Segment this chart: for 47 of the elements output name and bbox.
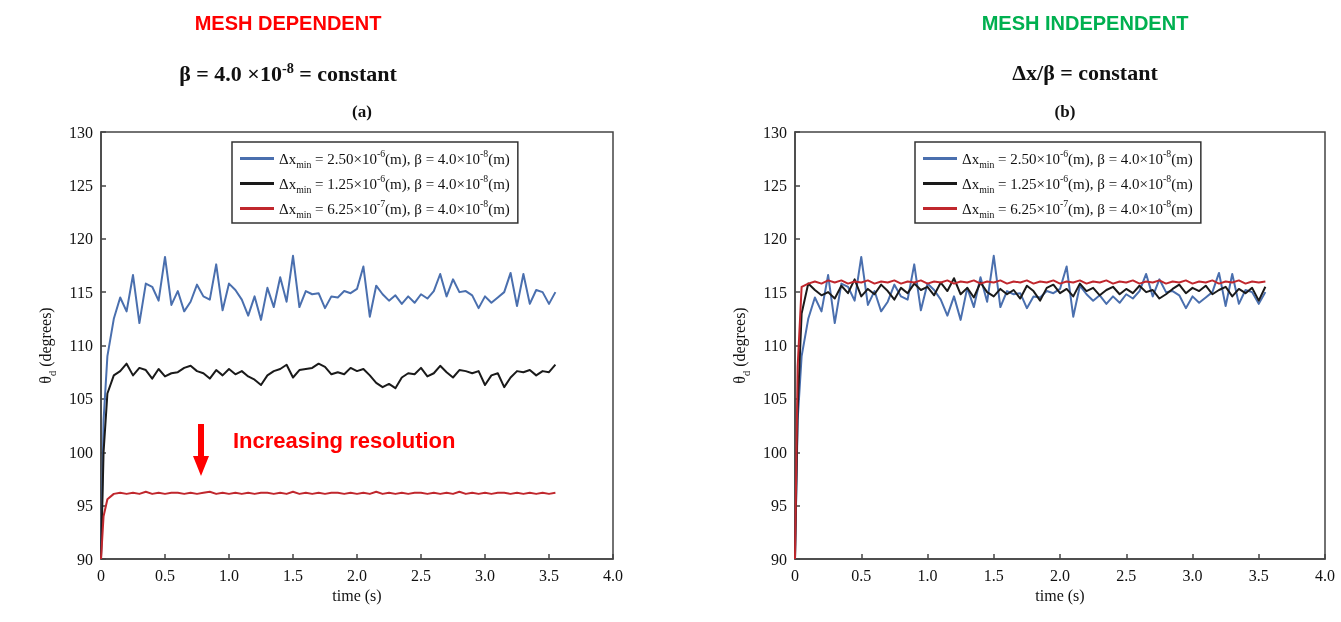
y-axis-title: θd (degrees) xyxy=(37,307,58,384)
y-tick-label: 120 xyxy=(763,230,787,248)
x-tick-label: 4.0 xyxy=(603,566,623,584)
x-tick-label: 1.5 xyxy=(283,566,303,584)
x-tick-label: 1.0 xyxy=(917,566,938,584)
y-tick-label: 95 xyxy=(77,497,93,515)
x-tick-label: 1.5 xyxy=(983,566,1004,584)
x-axis-title: time (s) xyxy=(1035,587,1085,606)
y-tick-label: 125 xyxy=(763,176,787,194)
x-tick-label: 3.5 xyxy=(1248,566,1269,584)
y-tick-label: 105 xyxy=(763,390,787,408)
chart-subtitle: Δx/β = constant xyxy=(1012,59,1159,85)
y-tick-label: 120 xyxy=(69,230,93,248)
y-tick-label: 105 xyxy=(69,390,93,408)
text: (b) xyxy=(1054,102,1076,121)
x-tick-label: 0.5 xyxy=(851,566,872,584)
y-tick-label: 125 xyxy=(69,176,93,194)
y-tick-label: 130 xyxy=(69,123,93,141)
y-axis-title: θd (degrees) xyxy=(731,307,752,384)
annotation: Increasing resolution xyxy=(233,427,456,453)
x-tick-label: 2.5 xyxy=(1116,566,1137,584)
text: (a) xyxy=(352,102,372,121)
x-tick-label: 3.5 xyxy=(539,566,559,584)
x-tick-label: 0 xyxy=(791,566,799,584)
y-tick-label: 90 xyxy=(771,550,787,568)
x-tick-label: 2.5 xyxy=(411,566,431,584)
chart-title: MESH DEPENDENT xyxy=(194,12,382,34)
chart-title: MESH INDEPENDENT xyxy=(981,12,1189,34)
x-tick-label: 2.0 xyxy=(1050,566,1070,584)
x-tick-label: 3.0 xyxy=(475,566,495,584)
y-tick-label: 115 xyxy=(69,283,93,301)
y-tick-label: 100 xyxy=(763,443,787,461)
y-tick-label: 110 xyxy=(763,337,787,354)
y-tick-label: 130 xyxy=(763,123,787,141)
y-tick-label: 90 xyxy=(77,550,93,568)
line-series xyxy=(100,490,557,560)
y-tick-label: 100 xyxy=(69,443,93,461)
x-tick-label: 1.0 xyxy=(219,566,239,584)
x-tick-label: 2.0 xyxy=(347,566,367,584)
x-tick-label: 0.5 xyxy=(155,566,175,584)
y-tick-label: 115 xyxy=(763,283,787,301)
y-tick-label: 95 xyxy=(771,497,787,515)
x-tick-label: 3.0 xyxy=(1182,566,1203,584)
x-tick-label: 4.0 xyxy=(1315,566,1335,584)
y-tick-label: 110 xyxy=(69,337,93,354)
x-axis-title: time (s) xyxy=(332,587,382,606)
x-tick-label: 0 xyxy=(97,566,105,584)
